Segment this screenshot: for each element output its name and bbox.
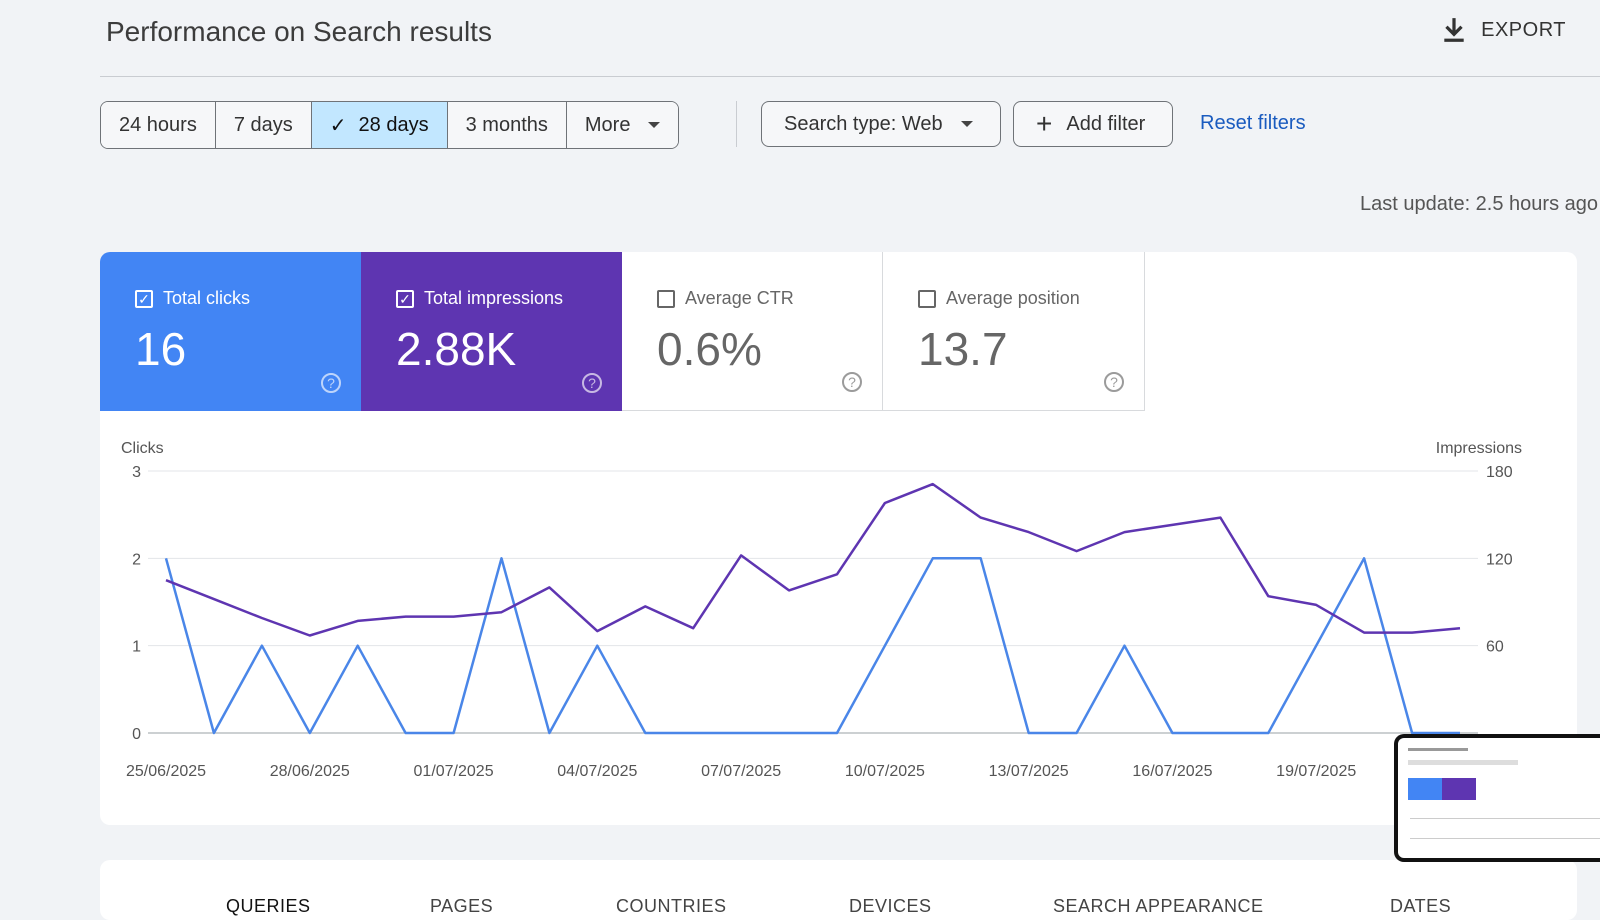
download-icon (1444, 18, 1464, 42)
x-tick-label: 07/07/2025 (701, 763, 781, 780)
y-tick-right: 120 (1486, 551, 1513, 568)
tab-pages[interactable]: PAGES (430, 896, 494, 916)
y-tick-left: 1 (132, 639, 141, 656)
metric-average-position[interactable]: Average position 13.7 ? (883, 252, 1145, 411)
plus-icon: + (1036, 108, 1053, 139)
metric-average-ctr[interactable]: Average CTR 0.6% ? (622, 252, 883, 411)
y-tick-right: 60 (1486, 639, 1504, 656)
thumbnail-filter-bar (1408, 760, 1518, 765)
range-3-months[interactable]: 3 months (447, 102, 567, 148)
y-tick-left: 0 (132, 726, 141, 743)
search-type-dropdown[interactable]: Search type: Web (761, 101, 1001, 147)
filter-divider (736, 101, 737, 147)
caret-down-icon (960, 121, 973, 127)
series-line-clicks (164, 557, 1460, 735)
header-divider (100, 76, 1600, 77)
x-tick-label: 19/07/2025 (1276, 763, 1356, 780)
metric-value: 2.88K (396, 323, 517, 375)
checkbox-unchecked-icon[interactable] (918, 289, 936, 308)
check-icon: ✓ (329, 114, 347, 137)
reset-filters-link[interactable]: Reset filters (1200, 112, 1306, 134)
help-icon[interactable]: ? (582, 373, 602, 393)
performance-chart: Clicks Impressions 3 2 1 0 180 120 60 25/06/2025 2… (121, 440, 1522, 780)
x-tick-label: 13/07/2025 (989, 763, 1069, 780)
tab-queries[interactable]: QUERIES (226, 896, 311, 916)
export-label: EXPORT (1481, 18, 1566, 41)
x-tick-label: 04/07/2025 (557, 763, 637, 780)
dimension-tabs: QUERIES PAGES COUNTRIES DEVICES SEARCH A… (100, 860, 1577, 920)
metric-total-clicks[interactable]: ✓ Total clicks 16 ? (100, 252, 361, 411)
add-filter-button[interactable]: + Add filter (1013, 101, 1173, 147)
thumbnail-title-bar (1408, 748, 1468, 751)
y-tick-left: 3 (132, 464, 141, 481)
range-more-dropdown[interactable]: More (566, 102, 679, 148)
right-axis-label: Impressions (1436, 440, 1522, 457)
x-tick-label: 16/07/2025 (1132, 763, 1212, 780)
thumbnail-preview (1398, 738, 1600, 858)
thumbnail-clicks-block (1408, 778, 1442, 800)
left-axis-label: Clicks (121, 440, 164, 457)
page-title: Performance on Search results (106, 16, 492, 47)
help-icon[interactable]: ? (842, 372, 862, 392)
last-update-text: Last update: 2.5 hours ago (1360, 193, 1598, 215)
tab-devices[interactable]: DEVICES (849, 896, 932, 916)
thumbnail-impressions-block (1442, 778, 1476, 800)
range-28-days[interactable]: ✓ 28 days (311, 102, 448, 148)
metric-value: 13.7 (918, 323, 1008, 375)
x-tick-label: 01/07/2025 (414, 763, 494, 780)
series-line-impressions (165, 482, 1461, 637)
range-24-hours[interactable]: 24 hours (101, 102, 216, 148)
date-range-group: 24 hours 7 days ✓ 28 days 3 months More (100, 101, 680, 149)
y-tick-right: 180 (1486, 464, 1513, 481)
x-tick-label: 10/07/2025 (845, 763, 925, 780)
tab-dates[interactable]: DATES (1390, 896, 1452, 916)
metric-value: 0.6% (657, 323, 762, 375)
thumbnail-grid-line (1410, 818, 1600, 819)
performance-card: ✓ Total clicks 16 ? ✓ Total impressions 2.… (100, 252, 1577, 825)
x-tick-label: 28/06/2025 (270, 763, 350, 780)
metric-value: 16 (135, 323, 187, 375)
thumbnail-grid-line (1410, 838, 1600, 839)
x-tick-label: 25/06/2025 (126, 763, 206, 780)
caret-down-icon (648, 122, 661, 128)
export-button[interactable]: EXPORT (1441, 16, 1566, 44)
y-tick-left: 2 (132, 551, 141, 568)
tab-countries[interactable]: COUNTRIES (616, 896, 727, 916)
tab-search-appearance[interactable]: SEARCH APPEARANCE (1053, 896, 1264, 916)
checkbox-checked-icon[interactable]: ✓ (135, 289, 153, 308)
help-icon[interactable]: ? (321, 373, 341, 393)
window-thumbnail[interactable] (1394, 734, 1600, 862)
range-7-days[interactable]: 7 days (215, 102, 312, 148)
checkbox-unchecked-icon[interactable] (657, 289, 675, 308)
checkbox-checked-icon[interactable]: ✓ (396, 289, 414, 308)
metric-total-impressions[interactable]: ✓ Total impressions 2.88K ? (361, 252, 622, 411)
help-icon[interactable]: ? (1104, 372, 1124, 392)
